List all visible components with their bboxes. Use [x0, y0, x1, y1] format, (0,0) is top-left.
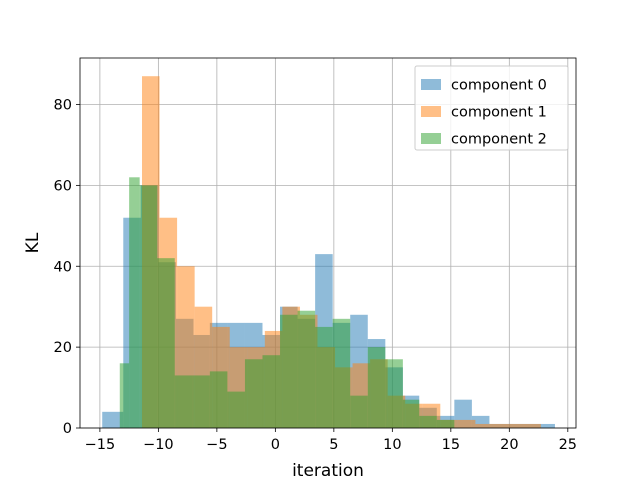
bar: [129, 177, 140, 428]
x-tick-label: −10: [143, 437, 174, 453]
y-tick-label: 80: [54, 98, 72, 114]
x-tick-label: −15: [85, 437, 116, 453]
bar: [367, 347, 386, 428]
y-tick-label: 20: [54, 340, 72, 356]
legend-label: component 2: [451, 132, 547, 148]
legend-label: component 1: [451, 105, 547, 121]
bar: [280, 314, 298, 428]
bar: [227, 391, 245, 428]
bar: [139, 185, 158, 428]
bar: [475, 423, 493, 428]
bar: [436, 419, 455, 428]
bar: [315, 326, 333, 428]
plot-frame: [79, 57, 577, 429]
bar: [332, 318, 351, 428]
y-axis-ticks: 0 20 40 60 80: [54, 98, 80, 437]
bar: [510, 423, 529, 428]
bar: [262, 355, 281, 428]
bar: [350, 395, 368, 428]
legend-swatch: [421, 106, 441, 117]
x-tick-label: 20: [500, 437, 518, 453]
bar: [192, 375, 210, 428]
bar: [385, 359, 403, 428]
bar: [244, 359, 263, 428]
series-2: [119, 177, 455, 428]
legend-label: component 0: [451, 78, 547, 94]
x-tick-label: 0: [271, 437, 280, 453]
y-tick-label: 40: [54, 259, 72, 275]
bar: [209, 371, 228, 428]
x-tick-label: 25: [559, 437, 577, 453]
bar: [528, 423, 541, 428]
bar: [174, 375, 193, 428]
bar: [402, 399, 420, 428]
bar: [119, 363, 130, 428]
legend-swatch: [421, 79, 441, 90]
x-tick-label: 15: [442, 437, 460, 453]
bar: [492, 423, 511, 428]
legend-swatch: [421, 133, 441, 144]
x-axis-label: iteration: [292, 461, 364, 480]
bars: [102, 76, 555, 429]
bar: [419, 415, 437, 428]
bar: [297, 310, 316, 428]
y-tick-label: 60: [54, 178, 72, 194]
legend: component 0 component 1 component 2: [414, 65, 569, 151]
x-axis-ticks: −15 −10 −5 0 5 10 15 20 25: [85, 428, 577, 453]
x-tick-label: 5: [329, 437, 338, 453]
bar: [457, 419, 476, 428]
x-tick-label: 10: [383, 437, 401, 453]
bar: [157, 258, 175, 428]
y-axis-label: KL: [23, 232, 43, 253]
bar: [542, 423, 555, 428]
bar: [102, 411, 124, 428]
x-tick-label: −5: [206, 437, 227, 453]
legend-box: [414, 65, 569, 151]
y-tick-label: 0: [63, 421, 72, 437]
